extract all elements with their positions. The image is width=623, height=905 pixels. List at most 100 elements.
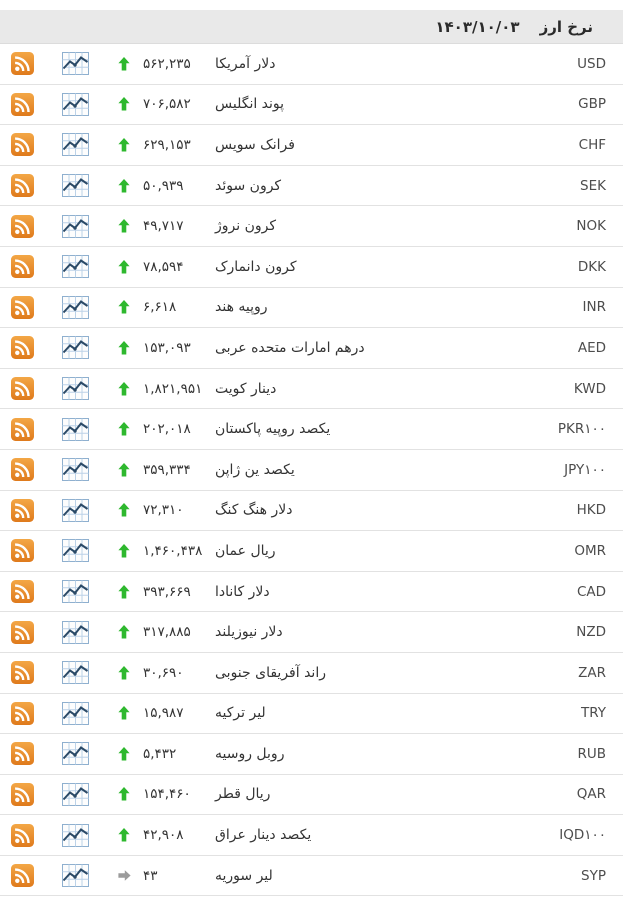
history-chart-icon[interactable] <box>45 133 105 157</box>
history-chart-icon[interactable] <box>45 498 105 522</box>
history-chart-icon[interactable] <box>45 417 105 441</box>
trend-up-icon <box>118 178 130 193</box>
history-chart-icon[interactable] <box>45 214 105 238</box>
history-chart-icon[interactable] <box>45 661 105 685</box>
rss-icon[interactable] <box>0 539 45 563</box>
history-chart-icon[interactable] <box>45 539 105 563</box>
rate-value: ۳۱۷,۸۸۵ <box>143 624 191 641</box>
trend-cell <box>105 625 143 639</box>
rate-value: ۴۳ <box>143 867 158 884</box>
history-chart-icon[interactable] <box>45 782 105 806</box>
rss-icon[interactable] <box>0 661 45 685</box>
table-row: ۲۰۲,۰۱۸ یکصد روپیه پاکستان PKR۱۰۰ <box>0 409 623 450</box>
currency-code: CAD <box>576 583 606 600</box>
currency-name: دلار کانادا <box>215 583 270 600</box>
trend-cell <box>105 422 143 436</box>
rate-value: ۵۰,۹۳۹ <box>143 177 184 194</box>
table-row: ۱۵۳,۰۹۳ درهم امارات متحده عربی AED <box>0 328 623 369</box>
trend-up-icon <box>118 340 130 355</box>
rss-icon[interactable] <box>0 295 45 319</box>
rss-icon[interactable] <box>0 742 45 766</box>
history-chart-icon[interactable] <box>45 701 105 725</box>
table-row: ۳۱۷,۸۸۵ دلار نیوزیلند NZD <box>0 612 623 653</box>
currency-name: یکصد ین ژاپن <box>215 461 295 478</box>
currency-name: دینار کویت <box>215 380 277 397</box>
history-chart-icon[interactable] <box>45 174 105 198</box>
currency-code: INR <box>582 299 606 316</box>
rss-icon[interactable] <box>0 620 45 644</box>
rss-icon[interactable] <box>0 580 45 604</box>
currency-name: کرون دانمارک <box>215 258 297 275</box>
table-row: ۴۹,۷۱۷ کرون نروژ NOK <box>0 206 623 247</box>
currency-name: فرانک سویس <box>215 136 295 153</box>
rss-icon[interactable] <box>0 864 45 888</box>
rate-value: ۲۰۲,۰۱۸ <box>143 421 191 438</box>
rss-icon[interactable] <box>0 458 45 482</box>
rss-icon[interactable] <box>0 823 45 847</box>
rss-icon[interactable] <box>0 214 45 238</box>
trend-cell <box>105 97 143 111</box>
history-chart-icon[interactable] <box>45 823 105 847</box>
table-row: ۴۲,۹۰۸ یکصد دینار عراق IQD۱۰۰ <box>0 815 623 856</box>
table-row: ۱,۴۶۰,۴۳۸ ریال عمان OMR <box>0 531 623 572</box>
currency-name: دلار هنگ کنگ <box>215 502 293 519</box>
rss-icon[interactable] <box>0 255 45 279</box>
rate-value: ۱۵۴,۴۶۰ <box>143 786 191 803</box>
trend-up-icon <box>118 787 130 801</box>
currency-code: OMR <box>574 542 606 559</box>
currency-name: روبل روسیه <box>215 745 285 762</box>
history-chart-icon[interactable] <box>45 255 105 279</box>
rss-icon[interactable] <box>0 92 45 116</box>
currency-name: ریال عمان <box>215 542 276 559</box>
trend-up-icon <box>118 665 130 680</box>
history-chart-icon[interactable] <box>45 52 105 76</box>
trend-up-icon <box>118 503 130 517</box>
currency-code: AED <box>577 339 606 356</box>
rate-value: ۱,۸۲۱,۹۵۱ <box>143 380 203 397</box>
rss-icon[interactable] <box>0 498 45 522</box>
rss-icon[interactable] <box>0 133 45 157</box>
history-chart-icon[interactable] <box>45 377 105 401</box>
rss-icon[interactable] <box>0 174 45 198</box>
trend-up-icon <box>118 584 130 599</box>
history-chart-icon[interactable] <box>45 742 105 766</box>
trend-cell <box>105 340 143 355</box>
history-chart-icon[interactable] <box>45 336 105 360</box>
currency-code: HKD <box>576 502 606 519</box>
trend-cell <box>105 259 143 274</box>
trend-cell <box>105 665 143 680</box>
trend-up-icon <box>118 137 130 152</box>
rss-icon[interactable] <box>0 701 45 725</box>
rss-icon[interactable] <box>0 52 45 76</box>
history-chart-icon[interactable] <box>45 458 105 482</box>
rate-value: ۷۸,۵۹۴ <box>143 258 184 275</box>
table-row: ۷۰۶,۵۸۲ پوند انگلیس GBP <box>0 84 623 126</box>
currency-code: SEK <box>580 177 606 194</box>
currency-code: CHF <box>578 136 606 153</box>
currency-name: کرون نروژ <box>215 218 277 235</box>
trend-cell <box>105 300 143 314</box>
currency-code: KWD <box>573 380 606 397</box>
rss-icon[interactable] <box>0 417 45 441</box>
rate-value: ۴۹,۷۱۷ <box>143 218 184 235</box>
history-chart-icon[interactable] <box>45 580 105 604</box>
history-chart-icon[interactable] <box>45 864 105 888</box>
history-chart-icon[interactable] <box>45 620 105 644</box>
currency-code: PKR۱۰۰ <box>557 421 606 438</box>
trend-up-icon <box>118 300 130 314</box>
rss-icon[interactable] <box>0 782 45 806</box>
trend-up-icon <box>118 746 130 761</box>
currency-code: NZD <box>576 624 606 641</box>
rss-icon[interactable] <box>0 336 45 360</box>
trend-cell <box>105 381 143 396</box>
trend-cell <box>105 787 143 801</box>
rss-icon[interactable] <box>0 377 45 401</box>
currency-code: SYP <box>581 867 606 884</box>
currency-code: IQD۱۰۰ <box>559 827 606 844</box>
table-row: ۵۶۲,۲۳۵ دلار آمریکا USD <box>0 44 623 85</box>
table-row: ۶۲۹,۱۵۳ فرانک سویس CHF <box>0 125 623 166</box>
history-chart-icon[interactable] <box>45 295 105 319</box>
history-chart-icon[interactable] <box>45 92 105 116</box>
table-row: ۱,۸۲۱,۹۵۱ دینار کویت KWD <box>0 368 623 410</box>
